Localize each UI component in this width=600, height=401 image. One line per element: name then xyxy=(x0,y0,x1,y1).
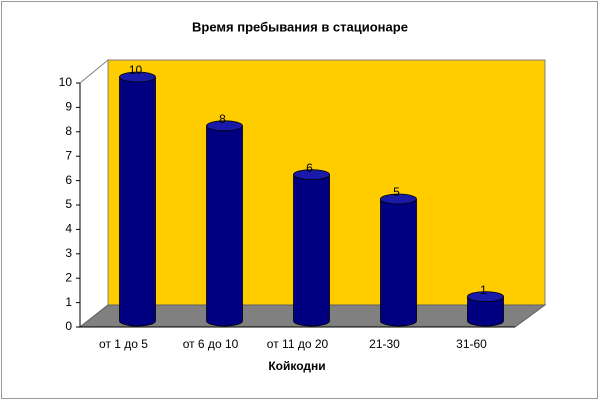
side-wall xyxy=(79,58,109,329)
x-tick-label: 21-30 xyxy=(369,337,400,351)
data-label: 6 xyxy=(306,161,313,175)
x-tick-label: от 6 до 10 xyxy=(183,337,239,351)
data-label: 8 xyxy=(219,112,226,126)
data-label: 10 xyxy=(129,63,143,77)
y-tick-label: 9 xyxy=(65,100,72,114)
bar-top xyxy=(467,291,504,303)
bar xyxy=(206,125,243,327)
y-tick-label: 4 xyxy=(65,222,72,236)
chart-title: Время пребывания в стационаре xyxy=(192,19,408,34)
bar xyxy=(293,174,330,327)
y-tick-label: 3 xyxy=(65,246,72,260)
y-tick-label: 6 xyxy=(65,173,72,187)
bar-top xyxy=(206,120,243,132)
y-tick-label: 0 xyxy=(65,319,72,333)
bar xyxy=(380,198,417,327)
bar-top xyxy=(380,193,417,205)
x-tick-label: 31-60 xyxy=(456,337,487,351)
y-tick-label: 8 xyxy=(65,124,72,138)
bar xyxy=(467,296,504,327)
y-tick-label: 7 xyxy=(65,148,72,162)
x-tick-label: от 11 до 20 xyxy=(267,337,329,351)
y-tick-label: 10 xyxy=(59,75,73,89)
bar xyxy=(119,76,156,327)
x-tick-label: от 1 до 5 xyxy=(99,337,148,351)
y-tick-label: 1 xyxy=(65,295,72,309)
bar-top xyxy=(293,169,330,181)
data-label: 5 xyxy=(393,185,400,199)
data-label: 1 xyxy=(480,283,487,297)
y-tick-label: 5 xyxy=(65,197,72,211)
bar-top xyxy=(119,71,156,83)
x-axis-title: Койкодни xyxy=(268,359,325,373)
y-tick-label: 2 xyxy=(65,270,72,284)
